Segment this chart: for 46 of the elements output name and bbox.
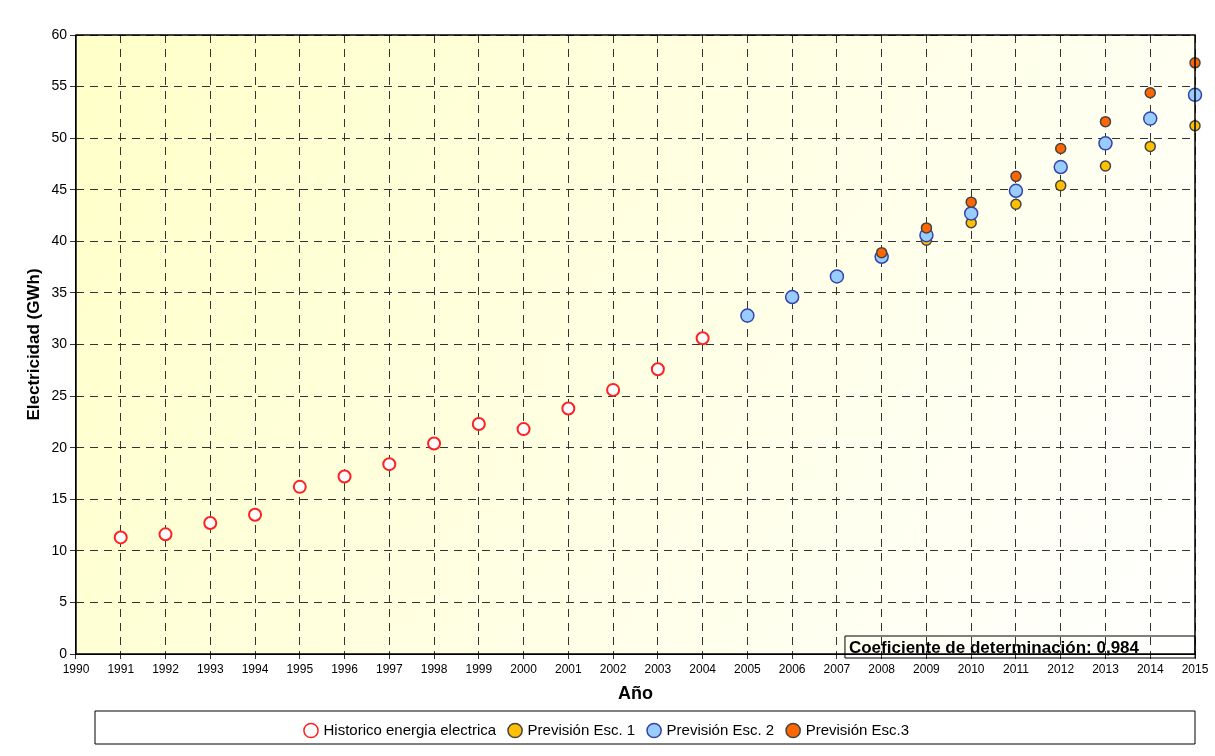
x-tick-label: 2003 (644, 661, 672, 676)
x-tick-label: 2011 (1003, 661, 1030, 676)
y-tick-label: 35 (51, 283, 68, 300)
x-tick-label: 2015 (1181, 661, 1209, 676)
x-tick-label: 2008 (868, 661, 896, 676)
y-tick-label: 60 (51, 25, 68, 42)
y-tick-label: 50 (51, 129, 68, 146)
x-tick-label: 1990 (62, 661, 90, 676)
x-tick-label: 2014 (1136, 661, 1164, 676)
x-tick-label: 2001 (554, 661, 583, 676)
x-tick-label: 2002 (599, 661, 627, 676)
annotation: Coeficiente de determinación: 0,984 (848, 637, 1140, 657)
y-tick-label: 0 (59, 644, 68, 661)
x-tick-label: 1993 (196, 661, 224, 676)
y-tick-label: 25 (51, 386, 68, 403)
x-tick-label: 2007 (823, 661, 851, 676)
x-tick-label: 1998 (420, 661, 448, 676)
y-tick-label: 45 (51, 180, 68, 197)
y-tick-label: 30 (51, 335, 68, 352)
legend-label: Previsión Esc.3 (805, 720, 910, 738)
x-tick-label: 2004 (689, 661, 717, 676)
y-tick-label: 55 (51, 77, 68, 94)
x-tick-label: 1995 (286, 661, 314, 676)
x-tick-label: 2006 (778, 661, 806, 676)
x-tick-label: 1991 (107, 661, 135, 676)
y-tick-label: 5 (59, 593, 68, 610)
legend-label: Historico energia electrica (323, 720, 497, 738)
x-tick-label: 2005 (734, 661, 762, 676)
x-axis-title: Año (617, 683, 653, 704)
legend-label: Previsión Esc. 1 (527, 720, 636, 738)
x-tick-label: 2010 (957, 661, 985, 676)
y-tick-label: 15 (51, 490, 68, 507)
x-tick-label: 2000 (510, 661, 538, 676)
y-axis-title: Electricidad (GWh) (23, 268, 43, 421)
x-tick-label: 1994 (241, 661, 269, 676)
x-tick-label: 2013 (1092, 661, 1120, 676)
y-tick-label: 40 (51, 232, 68, 249)
x-tick-label: 1997 (375, 661, 403, 676)
x-tick-label: 1996 (331, 661, 359, 676)
legend-label: Previsión Esc. 2 (666, 720, 775, 738)
y-tick-label: 20 (51, 438, 68, 455)
x-tick-label: 2009 (913, 661, 941, 676)
x-tick-label: 2012 (1047, 661, 1075, 676)
x-tick-label: 1999 (465, 661, 493, 676)
x-tick-label: 1992 (152, 661, 180, 676)
y-tick-label: 10 (51, 541, 68, 558)
